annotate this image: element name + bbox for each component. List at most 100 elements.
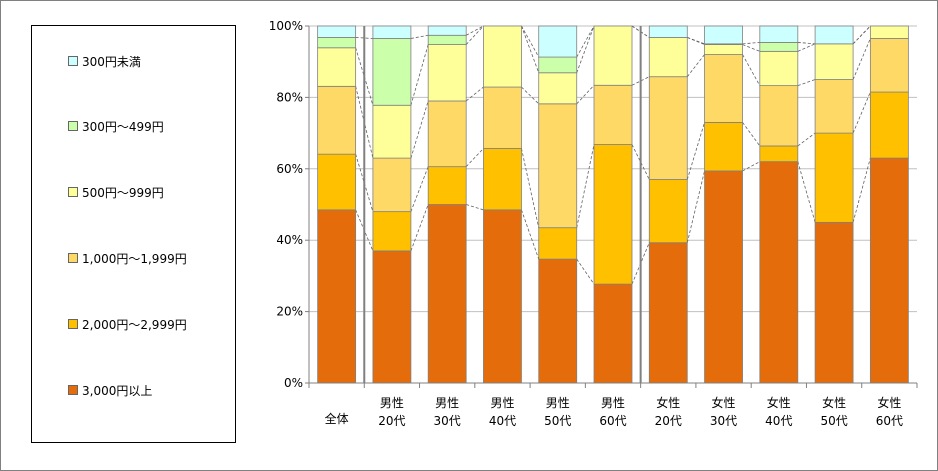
bar-segment bbox=[372, 211, 412, 252]
bar-segment bbox=[704, 121, 743, 172]
series-connector bbox=[852, 157, 871, 223]
y-tick-label: 20% bbox=[276, 305, 303, 319]
bar-segment bbox=[704, 54, 743, 123]
y-tick-label: 0% bbox=[284, 376, 303, 390]
bar-segment bbox=[538, 25, 578, 58]
bar-segment bbox=[538, 72, 578, 105]
series-connector bbox=[465, 25, 484, 45]
series-connector bbox=[797, 79, 816, 86]
bar-segment bbox=[648, 76, 688, 180]
bar-segment bbox=[427, 25, 467, 36]
series-connector bbox=[576, 84, 595, 105]
legend-label: 2,000円～2,999円 bbox=[82, 317, 187, 332]
legend-item: 3,000円以上 bbox=[68, 383, 153, 398]
series-connector bbox=[687, 37, 705, 45]
category-label: 30代 bbox=[434, 414, 461, 428]
category-label: 女性 bbox=[767, 395, 791, 410]
y-tick-label: 40% bbox=[276, 233, 303, 247]
series-connector bbox=[797, 42, 816, 45]
series-connector bbox=[465, 148, 484, 167]
bar-segment bbox=[317, 85, 357, 155]
category-label: 女性 bbox=[822, 395, 846, 410]
legend-swatch bbox=[68, 385, 78, 395]
bar-segment bbox=[869, 38, 909, 93]
series-connector bbox=[686, 122, 705, 180]
category-label: 男性 bbox=[380, 396, 404, 410]
bar-segment bbox=[538, 258, 578, 384]
category-label: 女性 bbox=[656, 395, 680, 410]
series-connector bbox=[521, 25, 540, 58]
bar-segment bbox=[869, 91, 909, 159]
bar-segment bbox=[814, 43, 854, 80]
bar-segment bbox=[317, 47, 357, 87]
category-label: 女性 bbox=[712, 395, 736, 410]
bar-segment bbox=[704, 25, 743, 45]
series-connector bbox=[631, 76, 650, 86]
legend-swatch bbox=[68, 121, 78, 131]
series-connector bbox=[355, 37, 373, 39]
legend-label: 300円～499円 bbox=[82, 119, 164, 134]
bar-segment bbox=[648, 37, 688, 78]
bar-segment bbox=[538, 56, 578, 74]
bar-segment bbox=[372, 157, 412, 213]
bar-segment bbox=[704, 44, 743, 55]
axes bbox=[305, 25, 918, 388]
category-label: 男性 bbox=[601, 396, 625, 410]
bar-segment bbox=[593, 283, 633, 384]
legend-label: 300円未満 bbox=[82, 54, 141, 69]
bar-segment bbox=[483, 209, 522, 384]
series-connector bbox=[797, 43, 816, 52]
category-label: 全体 bbox=[325, 411, 349, 426]
series-connector bbox=[410, 44, 429, 106]
bar-segment bbox=[593, 84, 633, 145]
series-connector bbox=[410, 166, 429, 212]
series-connector bbox=[576, 258, 595, 285]
y-tick-label: 100% bbox=[269, 19, 303, 33]
legend-item: 2,000円～2,999円 bbox=[68, 317, 187, 332]
series-connector bbox=[686, 170, 705, 243]
bar-segment bbox=[538, 103, 578, 229]
bar-segment bbox=[814, 79, 854, 134]
bar-segment bbox=[372, 38, 412, 106]
legend: 300円未満 300円～499円 500円～999円 1,000円～1,999円 2,0… bbox=[31, 25, 236, 443]
bar-segment bbox=[704, 170, 743, 384]
bar-segment bbox=[317, 153, 357, 211]
legend-item: 300円～499円 bbox=[68, 119, 164, 134]
bar-segment bbox=[648, 25, 688, 38]
series-connector bbox=[576, 25, 595, 58]
bar-segment bbox=[483, 86, 522, 149]
bar-segment bbox=[372, 25, 412, 39]
series-connector bbox=[742, 161, 761, 172]
bar-segment bbox=[759, 145, 799, 163]
legend-item: 300円未満 bbox=[68, 54, 141, 69]
series-connector bbox=[576, 25, 595, 73]
bar-segment bbox=[759, 42, 799, 52]
series-connector bbox=[797, 161, 816, 223]
series-connector bbox=[576, 144, 595, 228]
series-connector bbox=[687, 37, 705, 45]
legend-swatch bbox=[68, 187, 78, 197]
series-connector bbox=[797, 132, 816, 147]
legend-label: 3,000円以上 bbox=[82, 383, 153, 398]
series-connector bbox=[631, 144, 650, 180]
bar-segment bbox=[483, 25, 522, 88]
series-connector bbox=[742, 42, 760, 45]
category-label: 60代 bbox=[876, 414, 903, 428]
bar-segment bbox=[814, 132, 854, 223]
bar-segment bbox=[759, 50, 799, 87]
category-label: 男性 bbox=[490, 396, 514, 410]
bar-segment bbox=[869, 157, 909, 384]
bar-segment bbox=[427, 34, 467, 45]
bar-segment bbox=[814, 25, 854, 45]
series-connector bbox=[521, 25, 540, 73]
bar-segment bbox=[317, 37, 357, 49]
bar-segment bbox=[593, 144, 633, 285]
legend-swatch bbox=[68, 253, 78, 263]
legend-item: 1,000円～1,999円 bbox=[68, 251, 187, 266]
category-label: 20代 bbox=[655, 414, 682, 428]
category-label: 50代 bbox=[820, 414, 847, 428]
category-label: 60代 bbox=[599, 414, 626, 428]
legend-swatch bbox=[68, 319, 78, 329]
bar-segment bbox=[317, 25, 357, 38]
